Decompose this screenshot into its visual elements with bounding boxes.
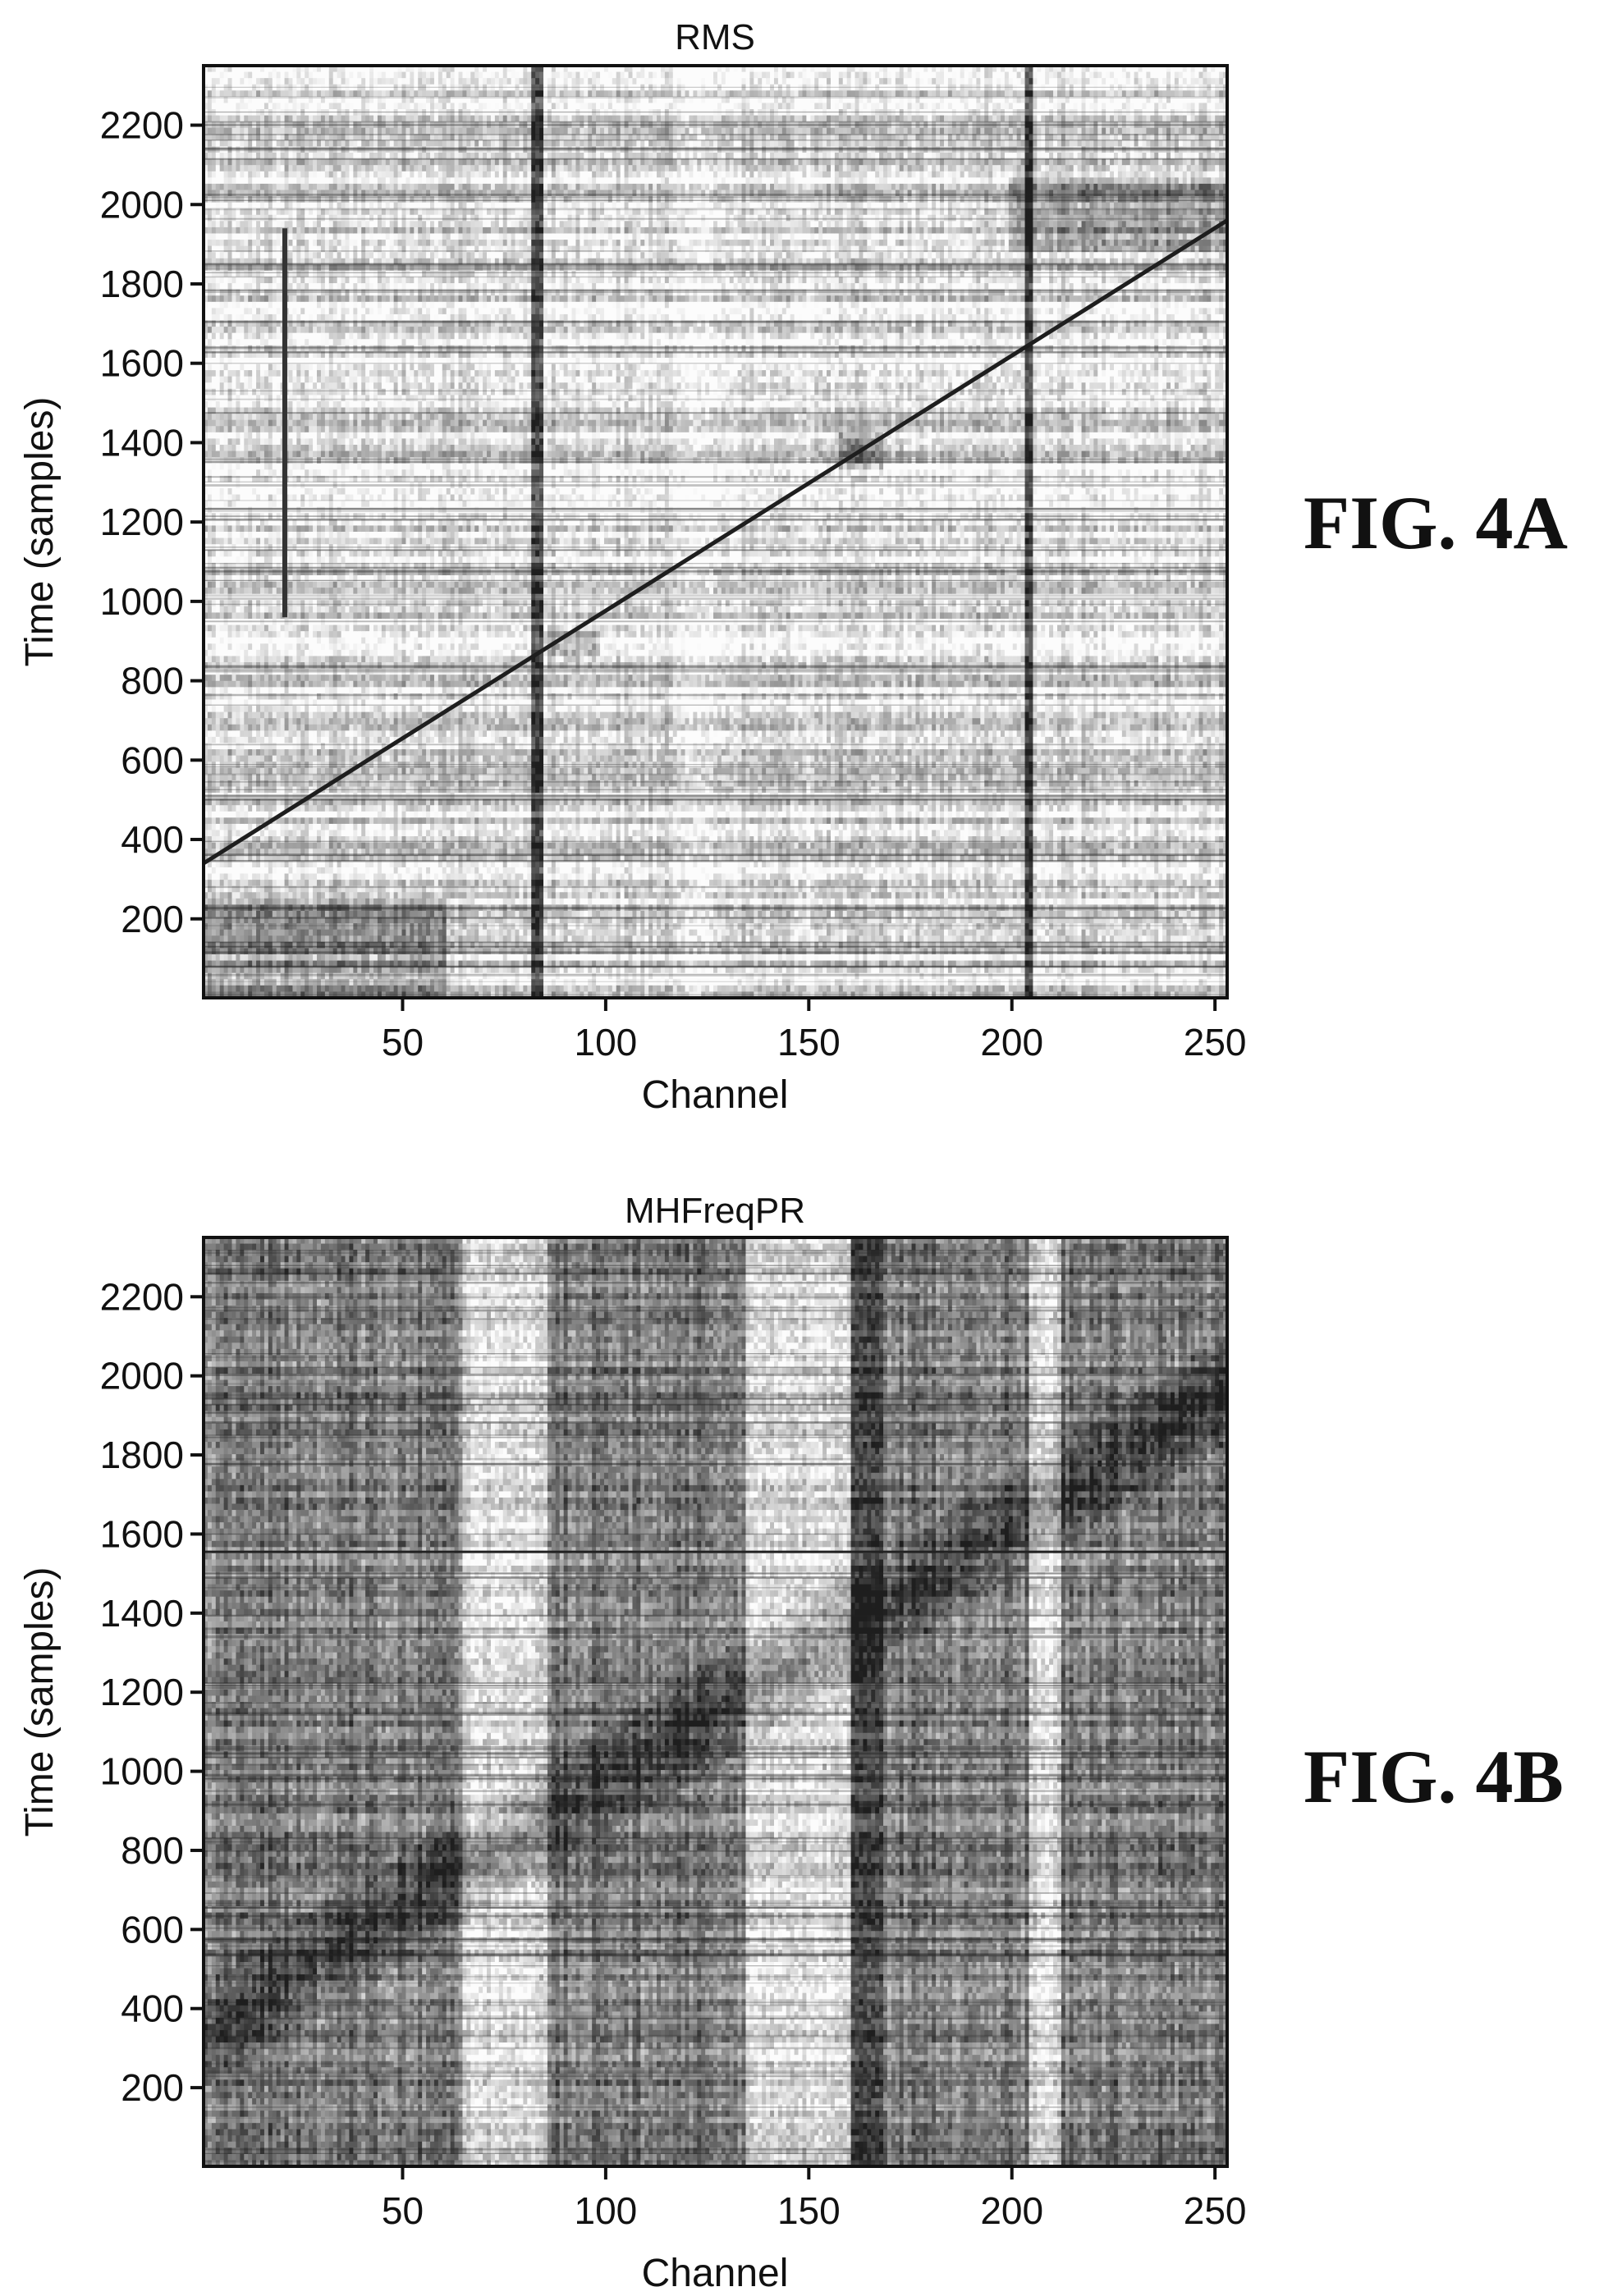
y-tick-label: 400 — [121, 1987, 184, 2030]
y-tick-label: 2000 — [100, 1355, 184, 1397]
x-axis: 50 100 150 200 250 — [382, 2166, 1247, 2232]
x-axis-label: Channel — [642, 2252, 789, 2295]
y-tick-label: 1600 — [100, 1512, 184, 1555]
y-tick-label: 1000 — [100, 580, 184, 623]
x-tick-label: 200 — [980, 2189, 1043, 2232]
figure-label: FIG. 4A — [1303, 481, 1568, 565]
y-tick-label: 1400 — [100, 421, 184, 464]
chart-mhfreqpr: MHFreqPR 50 100 150 200 250 200 400 600 800 1000… — [18, 1191, 1564, 2295]
x-tick-label: 250 — [1184, 2189, 1247, 2232]
y-tick-label: 2200 — [100, 104, 184, 147]
y-tick-label: 1800 — [100, 1434, 184, 1476]
chart-rms: RMS 50 100 150 200 250 200 400 600 800 1000 1200 1… — [18, 17, 1568, 1117]
y-tick-label: 800 — [121, 660, 184, 702]
y-axis-label: Time (samples) — [18, 1567, 62, 1837]
y-tick-label: 800 — [121, 1829, 184, 1872]
y-tick-label: 1200 — [100, 1671, 184, 1713]
y-tick-label: 1200 — [100, 501, 184, 543]
y-tick-label: 1400 — [100, 1592, 184, 1635]
y-tick-label: 400 — [121, 818, 184, 861]
y-tick-label: 1600 — [100, 342, 184, 385]
x-tick-label: 200 — [980, 1021, 1043, 1063]
y-tick-label: 200 — [121, 898, 184, 940]
x-tick-label: 50 — [382, 2189, 424, 2232]
y-axis: 200 400 600 800 1000 1200 1400 1600 1800 2000 2200 — [100, 1275, 204, 2109]
y-tick-label: 2000 — [100, 183, 184, 226]
x-tick-label: 100 — [575, 1021, 638, 1063]
y-tick-label: 1800 — [100, 263, 184, 305]
x-tick-label: 150 — [777, 1021, 841, 1063]
chart-title: RMS — [675, 17, 755, 57]
y-tick-label: 600 — [121, 1908, 184, 1951]
x-tick-label: 50 — [382, 1021, 424, 1063]
x-tick-label: 100 — [575, 2189, 638, 2232]
y-tick-label: 200 — [121, 2066, 184, 2109]
heatmap-image — [204, 66, 1228, 999]
heatmap-image — [204, 1237, 1228, 2167]
x-axis: 50 100 150 200 250 — [382, 998, 1247, 1063]
y-axis-label: Time (samples) — [18, 397, 62, 667]
y-axis: 200 400 600 800 1000 1200 1400 1600 1800 2000 2200 — [100, 104, 204, 940]
y-tick-label: 600 — [121, 739, 184, 781]
x-tick-label: 250 — [1184, 1021, 1247, 1063]
y-tick-label: 2200 — [100, 1275, 184, 1318]
figure-label: FIG. 4B — [1303, 1735, 1564, 1818]
x-tick-label: 150 — [777, 2189, 841, 2232]
chart-title: MHFreqPR — [625, 1191, 805, 1231]
y-tick-label: 1000 — [100, 1750, 184, 1793]
x-axis-label: Channel — [642, 1073, 789, 1117]
